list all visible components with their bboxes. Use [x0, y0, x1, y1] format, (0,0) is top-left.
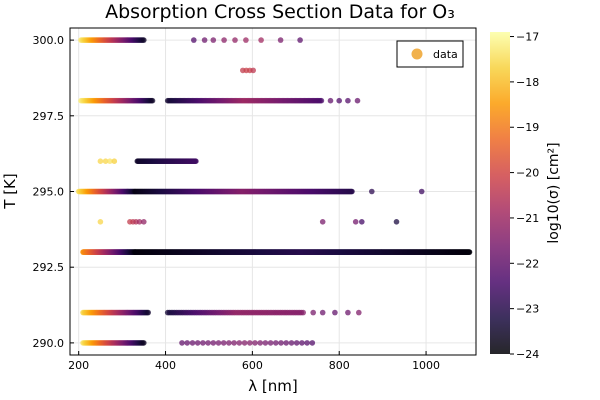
data-point [97, 219, 104, 225]
data-point [369, 188, 375, 195]
data-point [191, 37, 197, 43]
data-point [184, 340, 190, 346]
data-point [141, 37, 147, 43]
y-axis-ticks: 290.0 292.5 295.0 297.5 300.0 [33, 34, 74, 350]
data-point [277, 37, 284, 43]
data-point [319, 219, 326, 225]
data-point [226, 340, 232, 346]
data-point [318, 97, 325, 104]
colorbar-tick-label: −19 [516, 121, 539, 134]
x-axis-ticks: 200 400 600 800 1000 [68, 351, 440, 372]
data-point [236, 340, 243, 346]
x-tick-label: 1000 [412, 359, 440, 372]
data-point [310, 309, 317, 316]
data-point [262, 340, 269, 346]
data-point [273, 340, 279, 346]
data-point [111, 158, 118, 164]
x-axis-label: λ [nm] [248, 377, 297, 395]
legend-label: data [433, 48, 458, 61]
x-tick-label: 600 [242, 359, 263, 372]
data-point [356, 309, 362, 316]
data-point [283, 340, 290, 346]
data-point [297, 37, 303, 43]
data-point [200, 340, 206, 346]
data-point [210, 340, 217, 346]
legend-box [396, 40, 464, 68]
data-point [258, 37, 264, 43]
data-point [149, 97, 156, 104]
data-point [393, 219, 400, 225]
data-point [231, 340, 237, 346]
data-point [327, 97, 334, 104]
data-point [107, 158, 113, 164]
y-tick-label: 290.0 [33, 337, 65, 350]
colorbar-tick-label: −23 [516, 303, 539, 316]
colorbar-ticks: −24 −23 −22 −21 −20 −19 −18 −17 [510, 31, 539, 361]
data-point [345, 309, 351, 316]
data-point [354, 97, 361, 104]
data-point [336, 97, 343, 104]
data-point [145, 309, 151, 316]
data-point [359, 219, 365, 225]
data-point [141, 219, 147, 225]
data-point [299, 340, 305, 346]
y-tick-label: 300.0 [33, 34, 65, 47]
data-points [75, 37, 473, 346]
colorbar-tick-label: −22 [516, 257, 539, 270]
colorbar-tick-label: −17 [516, 31, 539, 44]
data-point [97, 158, 104, 164]
colorbar-tick-label: −18 [516, 76, 539, 89]
legend: data [396, 40, 464, 68]
colorbar-tick-label: −24 [516, 348, 539, 361]
data-point [319, 309, 326, 316]
data-point [210, 37, 217, 43]
data-point [241, 340, 248, 346]
colorbar [490, 32, 510, 354]
chart-title: Absorption Cross Section Data for O₃ [105, 1, 455, 23]
y-tick-label: 295.0 [33, 186, 65, 199]
data-point [232, 37, 238, 43]
data-point [288, 340, 295, 346]
data-point [250, 67, 256, 74]
x-tick-label: 800 [329, 359, 350, 372]
data-point [300, 309, 307, 316]
colorbar-label: log10(σ) [cm²] [546, 142, 562, 243]
data-point [309, 340, 316, 346]
data-point [247, 340, 253, 346]
data-point [189, 340, 196, 346]
data-point [352, 219, 359, 225]
legend-marker [411, 48, 423, 60]
x-tick-label: 200 [68, 359, 89, 372]
data-point [141, 340, 147, 346]
data-point [267, 340, 274, 346]
data-point [201, 37, 208, 43]
data-point [215, 340, 222, 346]
y-axis-label: T [K] [1, 173, 19, 209]
data-point [293, 340, 300, 346]
data-point [304, 340, 310, 346]
y-tick-label: 292.5 [33, 261, 65, 274]
data-point [252, 340, 258, 346]
y-tick-label: 297.5 [33, 110, 65, 123]
data-point [193, 158, 199, 164]
colorbar-tick-label: −20 [516, 167, 539, 180]
data-point [345, 97, 351, 104]
data-point [221, 37, 227, 43]
data-point [205, 340, 211, 346]
data-point [349, 188, 355, 195]
data-point [278, 340, 284, 346]
data-point [257, 340, 264, 346]
data-point [466, 249, 473, 255]
data-point [136, 219, 143, 225]
colorbar-tick-label: −21 [516, 212, 539, 225]
data-point [243, 37, 249, 43]
x-tick-label: 400 [155, 359, 176, 372]
data-point [194, 340, 201, 346]
data-point [332, 309, 338, 316]
data-point [179, 340, 185, 346]
data-point [102, 158, 109, 164]
data-point [220, 340, 227, 346]
data-point [418, 188, 425, 195]
